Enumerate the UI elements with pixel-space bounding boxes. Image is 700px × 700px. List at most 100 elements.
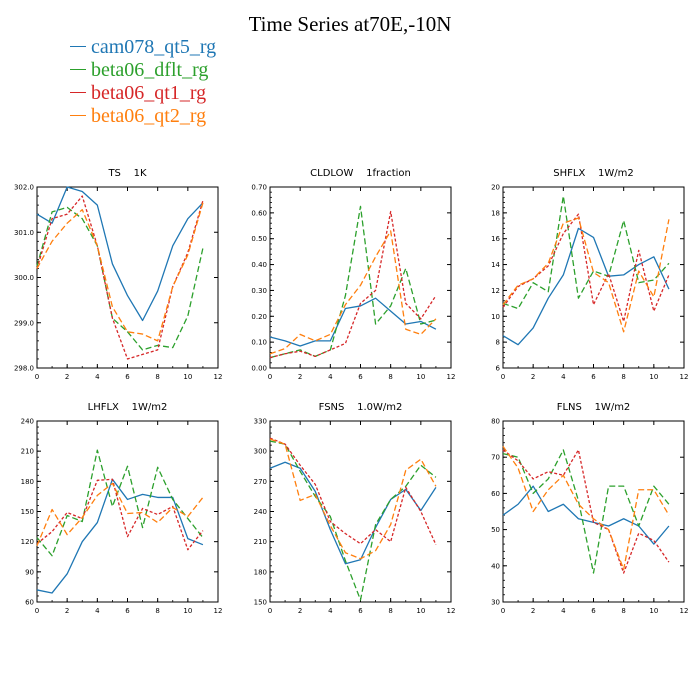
y-tick-label: 240	[254, 508, 267, 516]
x-tick-label: 4	[328, 607, 333, 615]
series-line	[269, 297, 437, 347]
y-tick-label: 0.20	[251, 313, 267, 321]
y-tick-label: 60	[491, 490, 500, 498]
x-tick-label: 6	[358, 607, 363, 615]
chart-main-title: Time Series at70E,-10N	[248, 12, 452, 36]
plot-frame	[36, 186, 219, 369]
y-tick-label: 240	[21, 418, 34, 426]
y-tick-label: 6	[496, 365, 501, 373]
x-tick-label: 4	[328, 373, 333, 381]
legend-swatch	[70, 115, 86, 116]
y-tick-label: 301.0	[14, 229, 34, 237]
y-tick-label: 50	[491, 526, 500, 534]
y-tick-label: 20	[491, 184, 500, 192]
x-tick-label: 4	[561, 373, 566, 381]
y-tick-label: 210	[21, 448, 34, 456]
x-tick-label: 0	[35, 607, 39, 615]
x-tick-label: 0	[35, 373, 39, 381]
legend-label: beta06_dflt_rg	[91, 59, 209, 81]
y-tick-label: 30	[491, 599, 500, 607]
legend-label: beta06_qt1_rg	[91, 82, 207, 104]
y-tick-label: 8	[496, 339, 500, 347]
y-tick-label: 70	[491, 454, 500, 462]
series-line	[269, 210, 437, 359]
y-tick-label: 14	[491, 261, 500, 269]
x-tick-label: 0	[268, 373, 272, 381]
y-tick-label: 90	[25, 568, 34, 576]
y-tick-label: 0.10	[251, 339, 267, 347]
x-tick-label: 10	[416, 607, 425, 615]
x-tick-label: 2	[65, 373, 69, 381]
x-tick-label: 0	[501, 373, 505, 381]
y-tick-label: 0.40	[251, 261, 267, 269]
series-line	[36, 202, 204, 342]
x-tick-label: 4	[95, 373, 100, 381]
series-line	[269, 461, 437, 565]
chart-panel: LHFLX 1W/m2 0 2 4 6 8 10 12 60 90 120 150 180 210 240	[21, 402, 223, 615]
panel-title: SHFLX 1W/m2	[553, 168, 633, 179]
x-tick-label: 2	[65, 607, 69, 615]
y-tick-label: 60	[25, 599, 34, 607]
y-tick-label: 298.0	[14, 365, 34, 373]
y-tick-label: 0.30	[251, 287, 267, 295]
series-line	[36, 195, 204, 360]
y-tick-label: 210	[254, 538, 267, 546]
y-tick-label: 150	[21, 508, 34, 516]
y-tick-label: 0.60	[251, 209, 267, 217]
x-tick-label: 0	[268, 607, 272, 615]
series-line	[269, 438, 437, 560]
y-tick-label: 270	[254, 478, 267, 486]
legend-swatch	[70, 92, 86, 93]
x-tick-label: 4	[561, 607, 566, 615]
series-line	[36, 449, 204, 557]
chart-panel: CLDLOW 1fraction 0 2 4 6 8 10 12 0.00 0.10 0.20 0.3…	[251, 168, 455, 381]
series-line	[269, 205, 437, 359]
series-line	[502, 449, 670, 574]
x-tick-label: 8	[621, 607, 625, 615]
x-tick-label: 8	[155, 373, 159, 381]
series-line	[269, 437, 437, 545]
y-tick-label: 40	[491, 562, 500, 570]
series-line	[269, 230, 437, 355]
y-tick-label: 300	[254, 448, 267, 456]
series-line	[36, 186, 204, 322]
y-tick-label: 10	[491, 313, 500, 321]
panel-title: FLNS 1W/m2	[557, 402, 631, 413]
x-tick-label: 6	[591, 373, 596, 381]
x-tick-label: 2	[531, 373, 535, 381]
x-tick-label: 0	[501, 607, 505, 615]
y-tick-label: 12	[491, 287, 500, 295]
chart-panel: FLNS 1W/m2 0 2 4 6 8 10 12 30 40 50 60 70 80	[491, 402, 688, 615]
plot-frame	[36, 420, 219, 603]
x-tick-label: 2	[531, 607, 535, 615]
x-tick-label: 12	[214, 607, 223, 615]
y-tick-label: 80	[491, 418, 500, 426]
x-tick-label: 2	[298, 373, 302, 381]
y-tick-label: 16	[491, 235, 500, 243]
y-tick-label: 302.0	[14, 184, 34, 192]
x-tick-label: 6	[591, 607, 596, 615]
y-tick-label: 120	[21, 538, 34, 546]
y-tick-label: 299.0	[14, 319, 34, 327]
series-line	[502, 213, 670, 323]
y-tick-label: 0.70	[251, 184, 267, 192]
y-tick-label: 0.50	[251, 235, 267, 243]
x-tick-label: 8	[155, 607, 159, 615]
x-tick-label: 8	[621, 373, 625, 381]
y-tick-label: 150	[254, 599, 267, 607]
chart-panel: SHFLX 1W/m2 0 2 4 6 8 10 12 6 8 10 12 14 16 18 20	[491, 168, 688, 381]
plot-frame	[269, 186, 452, 369]
series-line	[502, 485, 670, 545]
y-tick-label: 180	[21, 478, 34, 486]
y-tick-label: 0.00	[251, 365, 267, 373]
y-tick-label: 180	[254, 568, 267, 576]
series-line	[502, 195, 670, 310]
x-tick-label: 4	[95, 607, 100, 615]
x-tick-label: 6	[358, 373, 363, 381]
legend-label: cam078_qt5_rg	[91, 36, 217, 58]
chart-panel: FSNS 1.0W/m2 0 2 4 6 8 10 12 150 180 210 240 270 300 3…	[254, 402, 456, 615]
y-tick-label: 330	[254, 418, 267, 426]
x-tick-label: 8	[388, 373, 392, 381]
x-tick-label: 12	[214, 373, 223, 381]
